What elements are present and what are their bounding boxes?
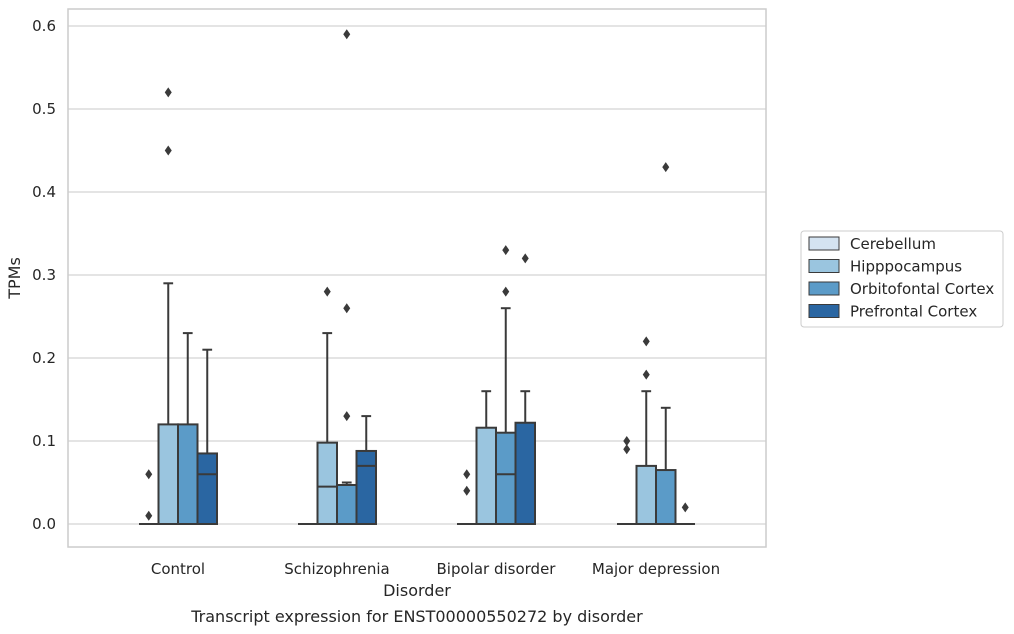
outlier-point — [642, 369, 650, 380]
box-0-1 — [157, 87, 179, 525]
box-0-0 — [139, 469, 159, 525]
box-rect — [514, 421, 536, 525]
y-tick-label: 0.3 — [32, 266, 56, 284]
legend-items: Cerebellum Hipppocampus Orbitofontal Corte… — [808, 235, 994, 321]
box-2-2 — [495, 245, 517, 526]
legend-label: Hipppocampus — [850, 258, 962, 276]
x-tick-labels: Control Schizophrenia Bipolar disorder Majo… — [151, 560, 720, 578]
outlier-point — [681, 502, 689, 513]
box-1-2 — [336, 29, 358, 525]
outlier-point — [164, 145, 172, 156]
box-2-1 — [475, 390, 497, 525]
outlier-point — [343, 411, 351, 422]
x-tick-label: Control — [151, 560, 205, 578]
legend-swatch — [808, 259, 840, 273]
plot-frame — [67, 8, 767, 548]
outlier-point — [145, 510, 153, 521]
box-3-1 — [635, 336, 657, 525]
box-3-3 — [675, 502, 695, 525]
box-3-2 — [655, 162, 677, 525]
outlier-point — [623, 436, 631, 446]
outlier-point — [502, 286, 510, 297]
box-0-2 — [177, 332, 199, 525]
outlier-point — [502, 245, 510, 256]
box-2-3 — [514, 253, 536, 525]
box-rect — [655, 469, 677, 525]
box-rect — [196, 452, 218, 526]
outlier-point — [463, 469, 471, 480]
box-1-3 — [355, 415, 377, 525]
outlier-point — [323, 286, 331, 297]
outlier-point — [343, 303, 351, 314]
x-tick-label: Schizophrenia — [284, 560, 389, 578]
box-rect — [355, 449, 377, 525]
box-0-3 — [196, 348, 218, 526]
box-rect — [635, 464, 657, 525]
y-tick-label: 0.5 — [32, 100, 56, 118]
outlier-point — [145, 469, 153, 480]
legend-label: Cerebellum — [850, 235, 936, 253]
box-3-0 — [617, 436, 637, 525]
box-rect — [316, 441, 338, 525]
outlier-point — [164, 87, 172, 98]
y-tick-label: 0.0 — [32, 515, 56, 533]
outlier-point — [662, 162, 670, 173]
box-rect — [336, 483, 358, 525]
x-axis-label: Disorder — [383, 581, 451, 600]
box-2-0 — [457, 469, 477, 525]
y-tick-labels: 0.0 0.1 0.2 0.3 0.4 0.5 0.6 — [32, 17, 56, 533]
legend: Cerebellum Hipppocampus Orbitofontal Corte… — [800, 230, 1004, 328]
outlier-point — [642, 336, 650, 347]
legend-frame — [800, 230, 1004, 328]
box-rect — [177, 423, 199, 525]
outlier-point — [623, 444, 631, 455]
box-rect — [157, 423, 179, 525]
y-tick-label: 0.6 — [32, 17, 56, 35]
box-rect — [475, 426, 497, 525]
legend-swatch — [808, 281, 840, 296]
x-tick-label: Bipolar disorder — [437, 560, 557, 578]
x-tick-label: Major depression — [592, 560, 720, 578]
y-tick-label: 0.1 — [32, 432, 56, 450]
chart-caption: Transcript expression for ENST0000055027… — [190, 607, 643, 626]
outlier-point — [521, 253, 529, 264]
y-axis-label: TPMs — [5, 257, 24, 300]
outlier-point — [343, 29, 351, 40]
legend-label: Prefrontal Cortex — [850, 303, 977, 321]
box-groups — [139, 29, 695, 526]
y-tick-label: 0.4 — [32, 183, 56, 201]
box-rect — [495, 431, 517, 526]
legend-swatch — [808, 304, 840, 318]
legend-swatch — [808, 236, 840, 251]
box-1-1 — [316, 286, 338, 525]
legend-label: Orbitofontal Cortex — [850, 280, 994, 298]
outlier-point — [463, 485, 471, 496]
y-tick-label: 0.2 — [32, 349, 56, 367]
